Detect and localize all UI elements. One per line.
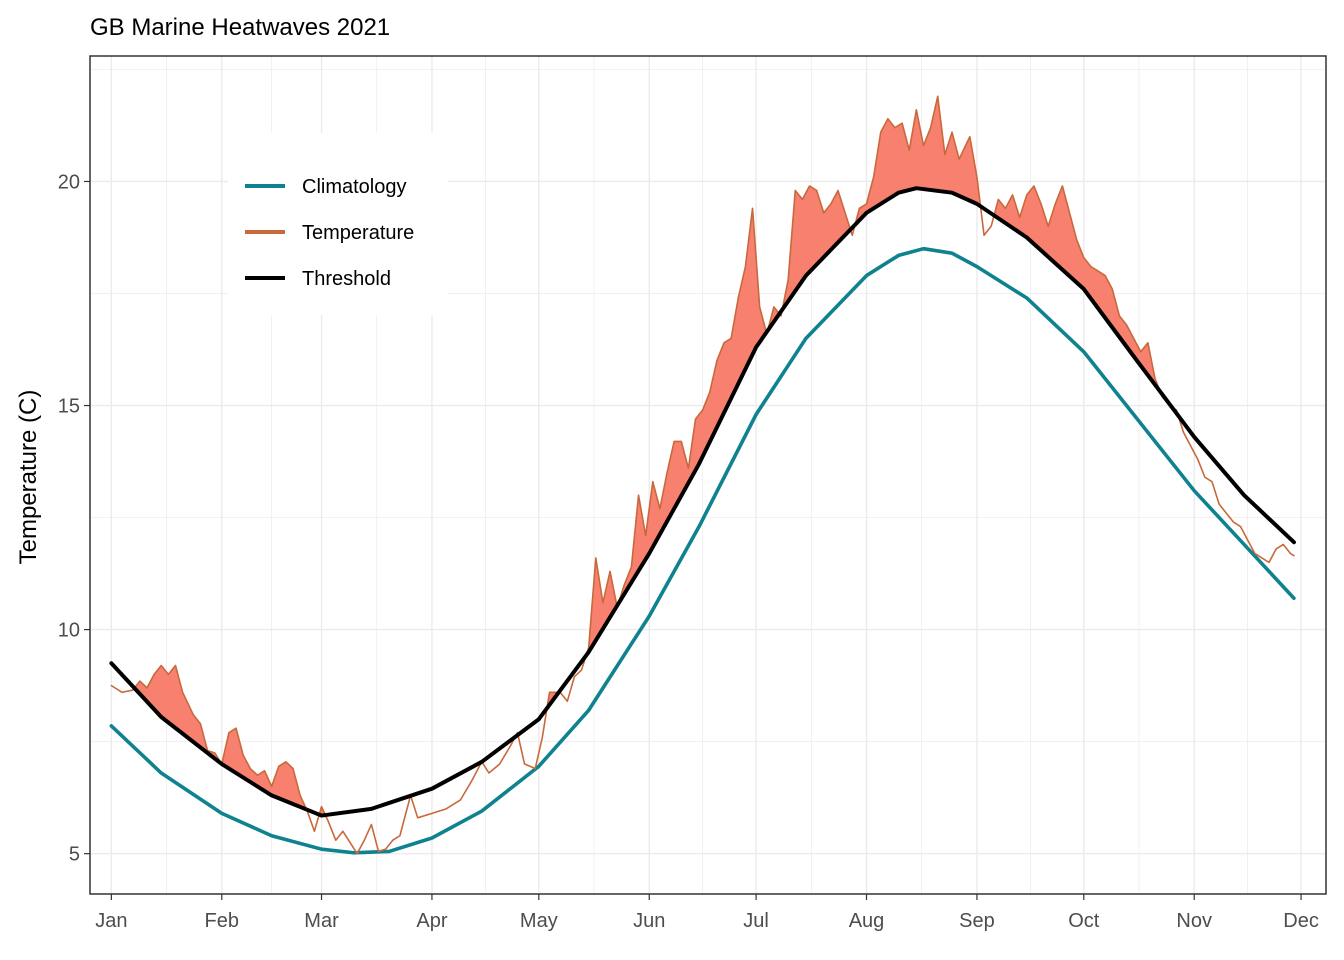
legend: Climatology Temperature Threshold	[228, 133, 448, 315]
heatwave-fill	[134, 665, 221, 764]
climatology-line	[109, 246, 1296, 855]
x-tick-label: Mar	[304, 910, 339, 932]
x-tick-label: Jan	[95, 910, 127, 932]
legend-label-temperature: Temperature	[302, 222, 414, 244]
y-tick-label: 20	[58, 171, 80, 193]
temperature-line	[110, 95, 1295, 855]
x-tick-label: Dec	[1283, 910, 1319, 932]
x-tick-label: Apr	[416, 910, 447, 932]
legend-label-climatology: Climatology	[302, 176, 406, 198]
x-axis-ticks: Jan Feb Mar Apr May Jun Jul Aug Sep Oct Nov Dec	[95, 894, 1319, 932]
y-axis-label: Temperature (C)	[15, 390, 42, 565]
y-tick-label: 5	[69, 844, 80, 866]
x-tick-label: Feb	[205, 910, 239, 932]
x-tick-label: Jun	[633, 910, 665, 932]
x-tick-label: Nov	[1176, 910, 1212, 932]
y-axis-ticks: 5 10 15 20	[58, 171, 90, 866]
y-tick-label: 10	[58, 620, 80, 642]
legend-background	[228, 133, 448, 315]
threshold-line	[109, 186, 1296, 818]
heatwave-fill	[618, 208, 766, 603]
legend-label-threshold: Threshold	[302, 268, 391, 290]
series-layer	[109, 95, 1296, 855]
x-tick-label: Aug	[849, 910, 885, 932]
y-tick-label: 15	[58, 396, 80, 418]
heatwave-fill	[782, 185, 850, 309]
heatwave-fill	[222, 728, 307, 810]
chart-title: GB Marine Heatwaves 2021	[90, 14, 390, 41]
x-tick-label: Sep	[959, 910, 995, 932]
x-tick-label: May	[520, 910, 558, 932]
x-tick-label: Oct	[1068, 910, 1100, 932]
x-tick-label: Jul	[743, 910, 769, 932]
heatwave-fill	[994, 185, 1160, 391]
panel-border	[89, 55, 1327, 895]
